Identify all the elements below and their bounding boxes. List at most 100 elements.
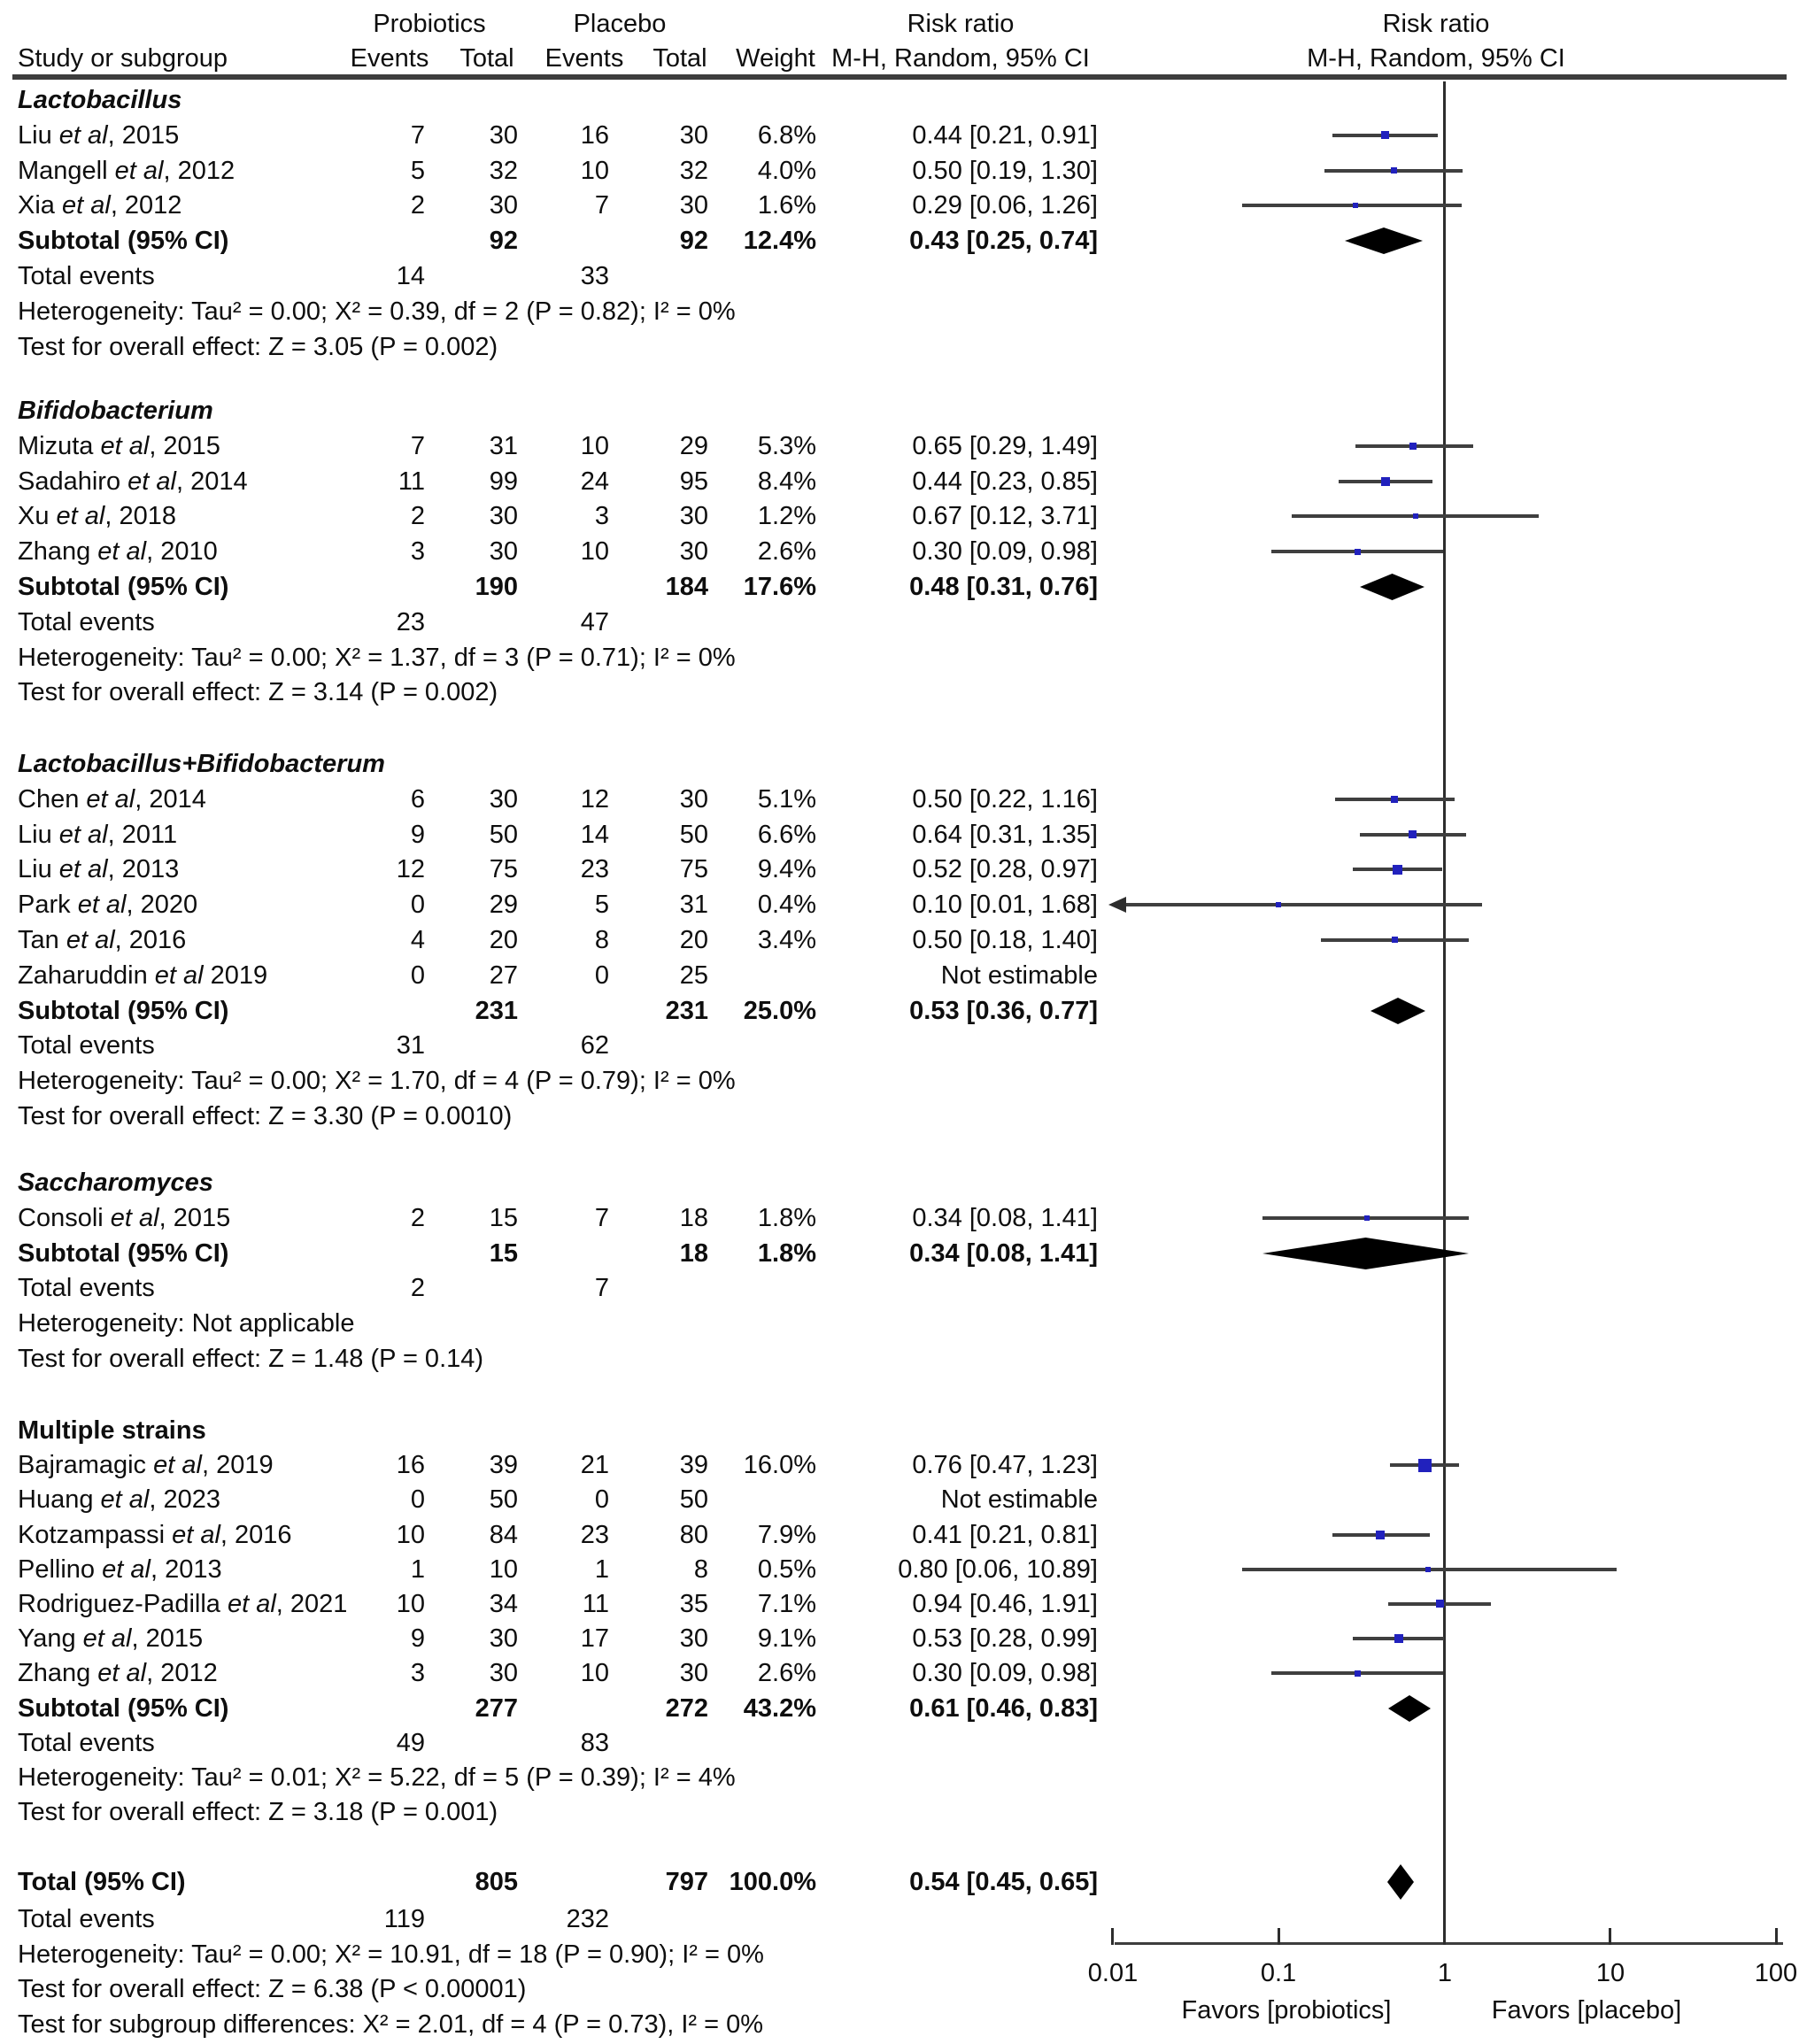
study-label: Liu et al, 2011 [18, 821, 178, 849]
subtotal-label: Subtotal (95% CI) [18, 1239, 229, 1268]
effect-marker [1436, 1600, 1444, 1608]
prob-events-cell: 49 [396, 1729, 425, 1757]
plac-total-cell: 797 [665, 1868, 708, 1896]
prob-total-cell: 32 [489, 157, 518, 185]
prob-events-cell: 0 [410, 1485, 425, 1514]
prob-events-cell: 12 [396, 855, 425, 883]
group1-header: Probiotics [373, 10, 486, 38]
prob-events-cell: 119 [383, 1905, 425, 1933]
plac-total-cell: 95 [679, 467, 708, 496]
prob-events-header: Events [350, 44, 429, 73]
ci-line [1242, 204, 1462, 207]
method-plot-header: M-H, Random, 95% CI [1307, 44, 1565, 73]
plac-total-cell: 29 [679, 432, 708, 460]
study-label: Zhang et al, 2012 [18, 1659, 218, 1687]
prob-events-cell: 31 [396, 1031, 425, 1060]
plac-total-cell: 18 [679, 1239, 708, 1268]
axis-line [1115, 1942, 1783, 1945]
prob-total-cell: 30 [489, 502, 518, 530]
plac-total-cell: 20 [679, 926, 708, 954]
plac-total-cell: 30 [679, 537, 708, 566]
ci-clip-arrow-icon [1108, 897, 1126, 913]
prob-total-cell: 30 [489, 1659, 518, 1687]
heterogeneity-text: Heterogeneity: Tau² = 0.00; X² = 1.70, d… [18, 1067, 736, 1095]
plac-total-cell: 184 [665, 573, 708, 601]
study-label: Liu et al, 2013 [18, 855, 180, 883]
prob-events-cell: 7 [410, 121, 425, 150]
axis-tick [1443, 1928, 1446, 1945]
subtotal-label: Subtotal (95% CI) [18, 997, 229, 1025]
rr-text-cell: 0.53 [0.28, 0.99] [912, 1624, 1098, 1653]
rr-text-cell: 0.65 [0.29, 1.49] [912, 432, 1098, 460]
plac-events-cell: 10 [580, 537, 609, 566]
rr-text-cell: 0.10 [0.01, 1.68] [912, 891, 1098, 919]
effect-marker [1355, 549, 1361, 555]
prob-events-cell: 3 [410, 537, 425, 566]
weight-cell: 9.4% [757, 855, 816, 883]
prob-events-cell: 2 [410, 502, 425, 530]
prob-total-cell: 29 [489, 891, 518, 919]
plac-events-cell: 17 [580, 1624, 609, 1653]
effect-marker [1381, 131, 1389, 139]
overall-effect-test-text: Test for overall effect: Z = 6.38 (P < 0… [18, 1975, 527, 2003]
prob-total-cell: 15 [489, 1204, 518, 1232]
section-header: Bifidobacterium [18, 397, 213, 425]
plac-total-cell: 32 [679, 157, 708, 185]
rr-text-cell: 0.30 [0.09, 0.98] [912, 537, 1098, 566]
rr-text-cell: 0.50 [0.22, 1.16] [912, 785, 1098, 814]
effect-marker [1413, 513, 1418, 519]
prob-total-cell: 75 [489, 855, 518, 883]
weight-cell: 17.6% [743, 573, 816, 601]
heterogeneity-text: Heterogeneity: Not applicable [18, 1309, 355, 1338]
section-header: Lactobacillus [18, 86, 182, 114]
plac-events-cell: 1 [594, 1555, 609, 1584]
rr-text-cell: 0.52 [0.28, 0.97] [912, 855, 1098, 883]
prob-total-cell: 34 [489, 1590, 518, 1618]
rr-text-cell: 0.94 [0.46, 1.91] [912, 1590, 1098, 1618]
plac-total-cell: 92 [679, 227, 708, 255]
heterogeneity-text: Heterogeneity: Tau² = 0.00; X² = 1.37, d… [18, 644, 736, 672]
weight-cell: 1.8% [757, 1204, 816, 1232]
prob-events-cell: 9 [410, 1624, 425, 1653]
risk-ratio-text-header: Risk ratio [907, 10, 1015, 38]
rr-text-cell: 0.67 [0.12, 3.71] [912, 502, 1098, 530]
method-text-header: M-H, Random, 95% CI [831, 44, 1090, 73]
plac-events-cell: 7 [594, 1274, 609, 1302]
plac-events-cell: 21 [580, 1451, 609, 1479]
prob-events-cell: 1 [410, 1555, 425, 1584]
rr-text-cell: 0.48 [0.31, 0.76] [909, 573, 1098, 601]
prob-total-cell: 30 [489, 191, 518, 220]
rr-text-cell: 0.44 [0.23, 0.85] [912, 467, 1098, 496]
plac-total-cell: 75 [679, 855, 708, 883]
subtotal-diamond [1360, 574, 1425, 600]
total-events-label: Total events [18, 1729, 155, 1757]
plac-events-cell: 12 [580, 785, 609, 814]
heterogeneity-text: Heterogeneity: Tau² = 0.01; X² = 5.22, d… [18, 1763, 736, 1792]
prob-total-cell: 30 [489, 785, 518, 814]
prob-events-cell: 14 [396, 262, 425, 290]
group2-header: Placebo [573, 10, 667, 38]
study-label: Zaharuddin et al 2019 [18, 961, 268, 990]
subtotal-label: Subtotal (95% CI) [18, 1694, 229, 1723]
study-label: Mangell et al, 2012 [18, 157, 235, 185]
weight-cell: 1.8% [757, 1239, 816, 1268]
ci-line [1115, 903, 1482, 906]
plac-events-cell: 10 [580, 1659, 609, 1687]
heterogeneity-text: Heterogeneity: Tau² = 0.00; X² = 10.91, … [18, 1940, 764, 1969]
overall-effect-test-text: Test for overall effect: Z = 3.14 (P = 0… [18, 678, 498, 706]
risk-ratio-plot-header: Risk ratio [1382, 10, 1490, 38]
overall-effect-test-text: Test for overall effect: Z = 3.30 (P = 0… [18, 1102, 513, 1130]
prob-total-cell: 50 [489, 1485, 518, 1514]
weight-cell: 6.8% [757, 121, 816, 150]
study-label: Sadahiro et al, 2014 [18, 467, 248, 496]
plac-events-cell: 23 [580, 855, 609, 883]
rr-text-cell: 0.64 [0.31, 1.35] [912, 821, 1098, 849]
prob-total-cell: 30 [489, 537, 518, 566]
prob-events-cell: 0 [410, 961, 425, 990]
plac-total-cell: 50 [679, 1485, 708, 1514]
rr-text-cell: 0.76 [0.47, 1.23] [912, 1451, 1098, 1479]
plac-total-cell: 18 [679, 1204, 708, 1232]
plac-events-cell: 0 [594, 961, 609, 990]
prob-events-cell: 2 [410, 1204, 425, 1232]
